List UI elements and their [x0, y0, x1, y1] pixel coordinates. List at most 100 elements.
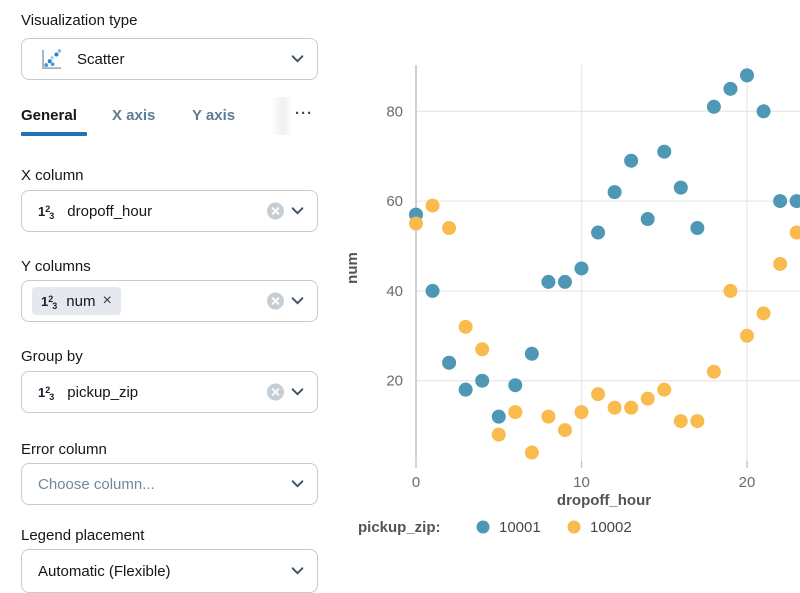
scatter-point [557, 274, 572, 289]
legend-item-10001[interactable]: 10001 [476, 519, 541, 536]
chart-gridlines [415, 65, 800, 468]
x-tick-label: 20 [739, 474, 756, 491]
clear-y-columns-icon[interactable] [267, 292, 284, 310]
tab-general[interactable]: General [21, 107, 77, 124]
y-tick-label: 40 [386, 283, 403, 300]
chevron-down-icon [291, 207, 304, 216]
legend-label-10001: 10001 [499, 519, 541, 536]
x-column-select[interactable]: 123 dropoff_hour [21, 190, 318, 232]
scatter-point [409, 216, 423, 231]
scatter-point [508, 405, 523, 420]
y-tick-label: 60 [386, 193, 403, 210]
scatter-point [591, 225, 606, 240]
scatter-point [607, 400, 622, 415]
visualization-config-panel: Visualization type Scatter General X axi… [0, 0, 330, 593]
scatter-point [475, 373, 490, 388]
chevron-down-icon [291, 480, 304, 489]
scatter-point [475, 342, 490, 357]
series-10001 [409, 68, 800, 424]
legend-placement-label: Legend placement [21, 527, 145, 544]
scatter-point [524, 346, 539, 361]
scatter-point [491, 427, 506, 442]
scatter-point [657, 144, 672, 159]
legend-swatch-10001 [476, 520, 490, 534]
scatter-point [773, 194, 788, 209]
scatter-point [541, 274, 556, 289]
legend-swatch-10002 [567, 520, 581, 534]
scatter-point [640, 212, 655, 227]
chart-data-points [409, 68, 800, 460]
scatter-point [673, 414, 688, 429]
scatter-point [574, 405, 589, 420]
scatter-point [591, 387, 606, 402]
scatter-point [491, 409, 506, 424]
y-column-chip-value: num [66, 292, 96, 310]
legend-title: pickup_zip: [358, 519, 441, 536]
y-column-chip: 123 num × [32, 287, 121, 315]
error-column-select[interactable]: Choose column... [21, 463, 318, 505]
group-by-select[interactable]: 123 pickup_zip [21, 371, 318, 413]
scatter-point [756, 104, 771, 119]
legend-label-10002: 10002 [590, 519, 632, 536]
visualization-type-select[interactable]: Scatter [21, 38, 318, 80]
scatter-point [789, 194, 800, 209]
scatter-point [607, 185, 622, 200]
number-type-icon: 123 [38, 203, 55, 221]
chart-tick-labels: 20 40 60 80 0 10 20 [386, 103, 755, 491]
scatter-point [756, 306, 771, 321]
tab-x-axis[interactable]: X axis [112, 107, 156, 124]
scatter-chart-icon [38, 46, 65, 73]
scatter-point [789, 225, 800, 240]
scatter-point [425, 283, 440, 298]
tabs-overflow-button[interactable]: ··· [295, 105, 313, 122]
x-column-label: X column [21, 167, 84, 184]
x-axis-title: dropoff_hour [557, 492, 651, 509]
scatter-point [690, 414, 705, 429]
active-tab-underline [21, 132, 87, 136]
legend-item-10002[interactable]: 10002 [567, 519, 632, 536]
x-column-value: dropoff_hour [67, 202, 153, 220]
group-by-label: Group by [21, 348, 83, 365]
scatter-point [723, 81, 738, 96]
tabs-scroll-fade [272, 97, 292, 135]
scatter-point [557, 423, 572, 438]
clear-x-column-icon[interactable] [267, 202, 284, 220]
scatter-point [624, 400, 639, 415]
x-tick-label: 0 [412, 474, 420, 491]
scatter-point [740, 328, 754, 343]
scatter-point [524, 445, 539, 460]
scatter-point [706, 364, 721, 379]
x-tick-label: 10 [573, 474, 590, 491]
chart-legend: pickup_zip: 10001 10002 [358, 519, 632, 536]
legend-placement-value: Automatic (Flexible) [38, 562, 171, 580]
scatter-point [657, 382, 672, 397]
chevron-down-icon [291, 567, 304, 576]
chevron-down-icon [291, 55, 304, 64]
chevron-down-icon [291, 297, 304, 306]
error-column-label: Error column [21, 441, 107, 458]
error-column-placeholder: Choose column... [38, 475, 155, 493]
remove-y-column-icon[interactable]: × [102, 292, 112, 309]
scatter-point [673, 180, 688, 195]
scatter-point [425, 198, 440, 213]
y-tick-label: 20 [386, 373, 403, 390]
group-by-value: pickup_zip [67, 383, 139, 401]
number-type-icon: 123 [41, 293, 58, 311]
y-columns-select[interactable]: 123 num × [21, 280, 318, 322]
legend-placement-select[interactable]: Automatic (Flexible) [21, 549, 318, 593]
scatter-point [690, 221, 705, 236]
scatter-point [574, 261, 589, 276]
scatter-point [624, 153, 639, 168]
scatter-point [458, 319, 473, 334]
chevron-down-icon [291, 388, 304, 397]
scatter-point [773, 256, 788, 271]
clear-group-by-icon[interactable] [267, 383, 284, 401]
number-type-icon: 123 [38, 384, 55, 402]
scatter-point [458, 382, 473, 397]
scatter-point [541, 409, 556, 424]
y-axis-title: num [344, 252, 361, 284]
scatter-point [706, 99, 721, 114]
tab-y-axis[interactable]: Y axis [192, 107, 236, 124]
scatter-point [442, 221, 457, 236]
